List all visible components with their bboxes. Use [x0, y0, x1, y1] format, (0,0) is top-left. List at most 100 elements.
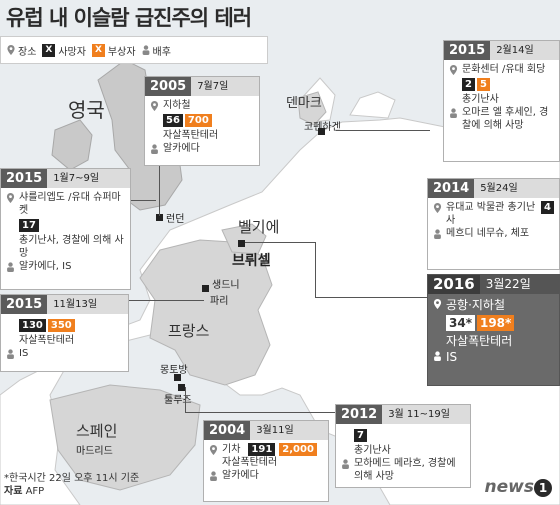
event-card-2014: 2014 5월24일 유대교 박물관 총기난사 4 메흐디 네무슈, 체포	[427, 178, 560, 270]
event-type: 총기난사, 경찰에 의해 사망	[19, 235, 124, 259]
person-icon	[7, 262, 14, 272]
source-label: 자료	[4, 486, 23, 497]
legend-dead: X 사망자	[42, 43, 86, 58]
legend-dead-label: 사망자	[58, 46, 86, 58]
event-place: 기차	[222, 444, 241, 455]
event-card-2016: 2016 3월22일 공항·지하철 34* 198* 자살폭탄테러 IS	[427, 274, 560, 386]
source: AFP	[25, 486, 45, 497]
city-brussels: 브뤼셀	[232, 253, 271, 269]
dead-count: 4	[541, 201, 554, 214]
injured-count: 350	[47, 319, 75, 332]
event-backer: 메흐디 네무슈, 체포	[446, 228, 530, 239]
legend-place: 장소	[7, 43, 36, 58]
legend-backer: 배후	[142, 43, 171, 58]
event-year: 2015	[444, 41, 491, 60]
connector-brussels-2016	[315, 297, 427, 298]
injured-count: 5	[476, 78, 490, 91]
event-backer: IS	[446, 350, 458, 364]
city-marker-toulouse	[178, 384, 185, 391]
event-backer: 모하메드 메라흐, 경찰에 의해 사망	[354, 458, 456, 482]
event-place: 유대교 박물관 총기난사	[446, 202, 536, 226]
location-pin-icon	[209, 445, 218, 455]
event-year: 2005	[145, 77, 192, 96]
location-pin-icon	[7, 45, 15, 55]
event-date: 7월7일	[197, 81, 229, 92]
event-place: 문화센터 /유대 회당	[462, 64, 546, 75]
logo-text: news	[484, 477, 534, 497]
person-icon	[450, 108, 457, 118]
city-toulouse: 툴루즈	[164, 395, 192, 406]
person-icon	[434, 229, 441, 239]
legend-injured-label: 부상자	[107, 46, 136, 58]
country-uk: 영국	[68, 98, 105, 122]
event-date: 3월11일	[256, 425, 294, 436]
legend-place-label: 장소	[18, 46, 37, 58]
country-france: 프랑스	[168, 322, 210, 340]
event-date: 3월 11~19일	[388, 409, 450, 420]
event-year: 2004	[204, 421, 251, 440]
city-marker-brussels	[238, 240, 245, 247]
city-saint-denis: 생드니	[212, 280, 240, 291]
footnote: *한국시간 22일 오후 11시 기준	[4, 473, 140, 484]
event-year: 2016	[428, 275, 480, 294]
person-icon	[151, 144, 158, 154]
location-pin-icon	[433, 203, 442, 213]
dead-count: 7	[354, 429, 367, 442]
event-backer: IS	[19, 348, 29, 359]
injured-count: 198*	[476, 315, 515, 331]
connector-london	[159, 166, 160, 216]
legend-backer-label: 배후	[152, 46, 171, 58]
legend-dead-swatch: X	[42, 43, 56, 57]
dead-count: 191	[248, 443, 276, 456]
event-date: 1월7~9일	[53, 173, 100, 184]
person-icon	[7, 349, 14, 359]
event-place: 샤를리엡도 /유대 슈퍼마켓	[19, 192, 121, 216]
footer: *한국시간 22일 오후 11시 기준 자료 AFP	[4, 472, 139, 498]
location-pin-icon	[6, 193, 15, 203]
injured-count: 2,000	[279, 443, 317, 456]
city-marker-copenhagen	[318, 128, 325, 135]
connector-toulouse	[185, 412, 335, 413]
legend: 장소 X 사망자 X 부상자 배후	[0, 36, 268, 64]
event-date: 2월14일	[496, 45, 534, 56]
event-card-2004: 2004 3월11일 기차 191 2,000 자살폭탄테러 알카에다	[203, 420, 329, 502]
country-denmark: 덴마크	[286, 96, 322, 111]
legend-injured-swatch: X	[91, 43, 105, 57]
event-type: 자살폭탄테러	[19, 335, 75, 346]
event-year: 2012	[336, 405, 383, 424]
event-place: 지하철	[163, 100, 191, 111]
event-card-2015-nov: 2015 11월13일 130 350 자살폭탄테러 IS	[0, 294, 129, 372]
injured-count: 700	[184, 114, 212, 127]
event-type: 자살폭탄테러	[163, 130, 219, 141]
event-place: 공항·지하철	[446, 298, 506, 312]
person-icon	[210, 471, 217, 481]
dead-count: 17	[19, 219, 39, 232]
connector-toulouse-v	[185, 387, 186, 412]
city-copenhagen: 코펜하겐	[304, 122, 341, 133]
person-icon	[434, 351, 441, 361]
event-date: 11월13일	[53, 299, 98, 310]
logo-mark: 1	[534, 479, 552, 497]
event-year: 2014	[428, 179, 475, 198]
country-belgium: 벨기에	[238, 218, 280, 236]
event-year: 2015	[1, 295, 48, 314]
city-marker-montauban	[174, 374, 181, 381]
location-pin-icon	[433, 299, 442, 309]
event-year: 2015	[1, 169, 48, 188]
location-pin-icon	[449, 65, 458, 75]
location-pin-icon	[150, 101, 159, 111]
connector-copenhagen	[336, 130, 430, 131]
news1-logo: news 1	[485, 477, 552, 497]
city-madrid: 마드리드	[76, 446, 113, 457]
connector-brussels-2014	[245, 242, 315, 243]
event-type: 자살폭탄테러	[222, 457, 278, 468]
event-backer: 알카에다	[163, 143, 200, 154]
event-backer: 오마르 엘 후세인, 경찰에 의해 사망	[462, 107, 549, 131]
event-date: 3월22일	[485, 277, 531, 291]
city-montauban: 몽토방	[160, 365, 188, 376]
country-spain: 스페인	[76, 422, 118, 440]
dead-count: 130	[19, 319, 46, 332]
connector-paris-2015-jan	[130, 200, 156, 201]
legend-injured: X 부상자	[91, 43, 136, 58]
